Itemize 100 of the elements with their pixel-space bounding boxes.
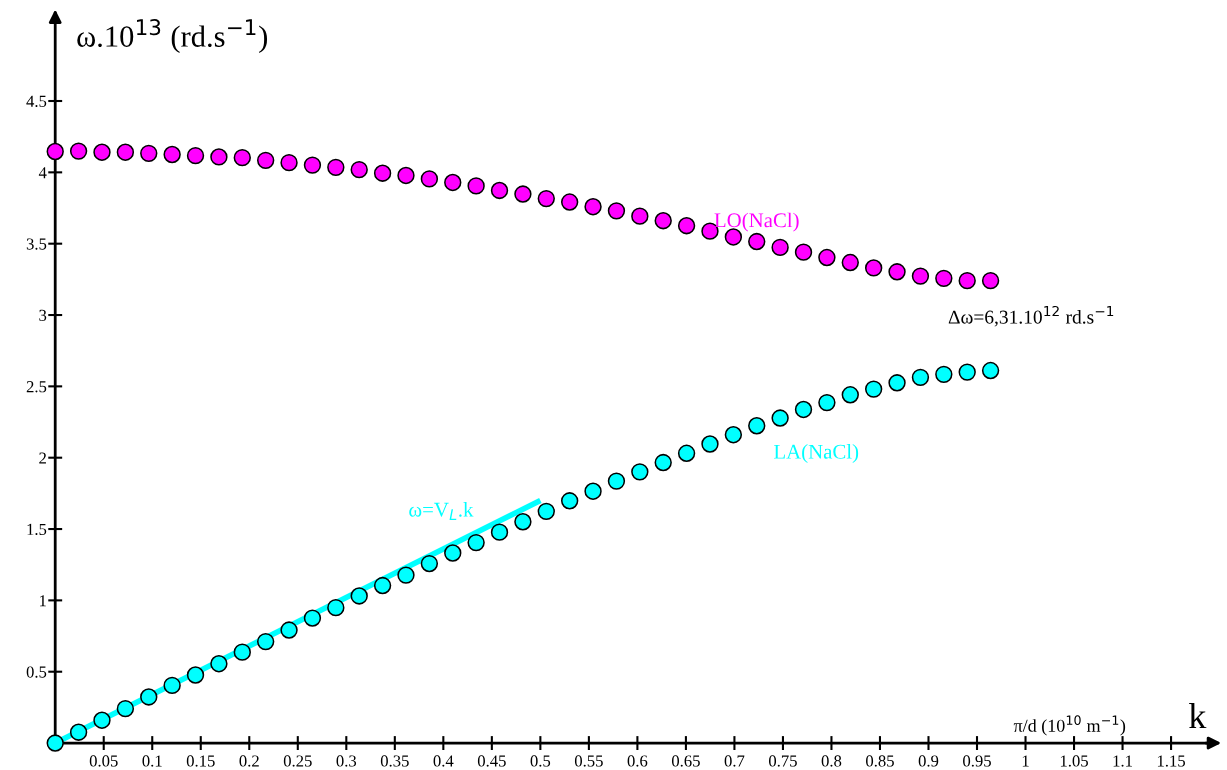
point bbox=[888, 263, 906, 281]
point bbox=[373, 164, 392, 182]
point bbox=[958, 363, 976, 381]
point bbox=[724, 426, 743, 444]
point bbox=[794, 243, 813, 261]
point bbox=[163, 676, 181, 695]
point bbox=[560, 193, 579, 211]
point bbox=[981, 361, 1000, 380]
point bbox=[69, 142, 88, 160]
point bbox=[233, 148, 251, 167]
x-tick-label: 0.85 bbox=[866, 755, 894, 767]
point bbox=[771, 409, 789, 427]
y-axis-title: ω.10$^{13}$ (rd.s$^{−1}$) bbox=[77, 19, 268, 54]
point bbox=[397, 166, 415, 185]
point bbox=[256, 632, 275, 651]
point bbox=[584, 482, 602, 500]
x-tick-label: 0.7 bbox=[724, 755, 745, 767]
point bbox=[116, 143, 135, 161]
x-tick-label: 0.15 bbox=[186, 755, 215, 767]
y-tick-label: 1.5 bbox=[27, 523, 47, 536]
point bbox=[93, 143, 111, 161]
point bbox=[467, 533, 485, 552]
x-tick-label: 0.9 bbox=[918, 755, 939, 767]
point bbox=[280, 153, 298, 172]
y-tick-label: 3 bbox=[39, 309, 47, 321]
point bbox=[303, 609, 322, 627]
point bbox=[911, 368, 930, 387]
y-tick-label: 2.5 bbox=[26, 381, 47, 393]
point bbox=[490, 181, 509, 200]
point bbox=[560, 492, 579, 510]
x-tick-label: 0.05 bbox=[89, 755, 118, 767]
y-tick-label: 3.5 bbox=[26, 238, 47, 250]
x-tick-label: 0.2 bbox=[239, 755, 259, 767]
x-tick-label: 0.1 bbox=[142, 755, 162, 767]
x-tick-label: 0.35 bbox=[380, 755, 409, 767]
point bbox=[350, 160, 368, 179]
point bbox=[163, 145, 181, 164]
x-tick-label: 0.5 bbox=[530, 755, 551, 767]
annotation: Δω=6,31.10$^{12}$ rd.s$^{−1}$ bbox=[948, 305, 1114, 327]
point bbox=[864, 380, 883, 398]
point bbox=[467, 177, 485, 195]
point bbox=[748, 417, 766, 435]
point bbox=[514, 185, 532, 203]
point bbox=[210, 655, 228, 673]
x-tick-label: 0.6 bbox=[627, 755, 648, 767]
point bbox=[69, 723, 88, 741]
point bbox=[631, 463, 649, 481]
point bbox=[256, 151, 275, 170]
point bbox=[46, 142, 64, 161]
x-tick-label: 0.25 bbox=[283, 755, 312, 767]
point bbox=[327, 598, 345, 617]
y-tick-label: 2 bbox=[39, 452, 46, 464]
point bbox=[748, 232, 766, 251]
point bbox=[841, 386, 859, 404]
point bbox=[607, 472, 626, 490]
x-axis-title: k bbox=[1189, 703, 1207, 729]
point bbox=[233, 643, 251, 661]
point bbox=[771, 238, 789, 257]
series-label: ω=V$_{L}$.k bbox=[409, 502, 474, 520]
x-tick-label: 0.65 bbox=[671, 755, 700, 767]
point bbox=[327, 158, 345, 177]
x-tick-label: 0.95 bbox=[963, 755, 991, 767]
point bbox=[373, 576, 392, 595]
point bbox=[280, 621, 298, 639]
x-tick-label: 1.15 bbox=[1157, 755, 1185, 767]
y-tick-label: 4 bbox=[38, 167, 47, 179]
point bbox=[631, 207, 649, 225]
point bbox=[841, 253, 859, 272]
point bbox=[888, 374, 906, 392]
point bbox=[514, 513, 532, 531]
annotation: π/d (10$^{10}$ m$^{−1}$) bbox=[1013, 715, 1126, 736]
point bbox=[607, 202, 626, 220]
x-tick-label: 0.4 bbox=[433, 755, 454, 767]
x-tick-label: 0.45 bbox=[477, 755, 506, 767]
point bbox=[444, 173, 462, 192]
point bbox=[397, 566, 415, 584]
point bbox=[958, 271, 976, 290]
y-tick-label: 4.5 bbox=[26, 95, 47, 108]
point bbox=[420, 170, 439, 188]
x-tick-label: 0.75 bbox=[769, 755, 797, 767]
point bbox=[677, 444, 696, 462]
point bbox=[140, 144, 158, 163]
point bbox=[444, 544, 462, 562]
point bbox=[537, 189, 555, 208]
point bbox=[186, 146, 205, 165]
x-tick-label: 0.55 bbox=[574, 755, 603, 767]
y-tick-label: 1 bbox=[40, 595, 46, 607]
point bbox=[818, 248, 836, 267]
point bbox=[935, 269, 953, 288]
point bbox=[935, 365, 953, 384]
point bbox=[701, 435, 719, 453]
point bbox=[420, 554, 439, 573]
point bbox=[654, 212, 672, 230]
point bbox=[303, 156, 322, 174]
point bbox=[350, 587, 368, 605]
point bbox=[584, 198, 602, 216]
x-tick-label: 0.3 bbox=[336, 755, 357, 767]
point bbox=[210, 148, 228, 166]
point bbox=[537, 502, 555, 521]
point bbox=[794, 400, 813, 419]
